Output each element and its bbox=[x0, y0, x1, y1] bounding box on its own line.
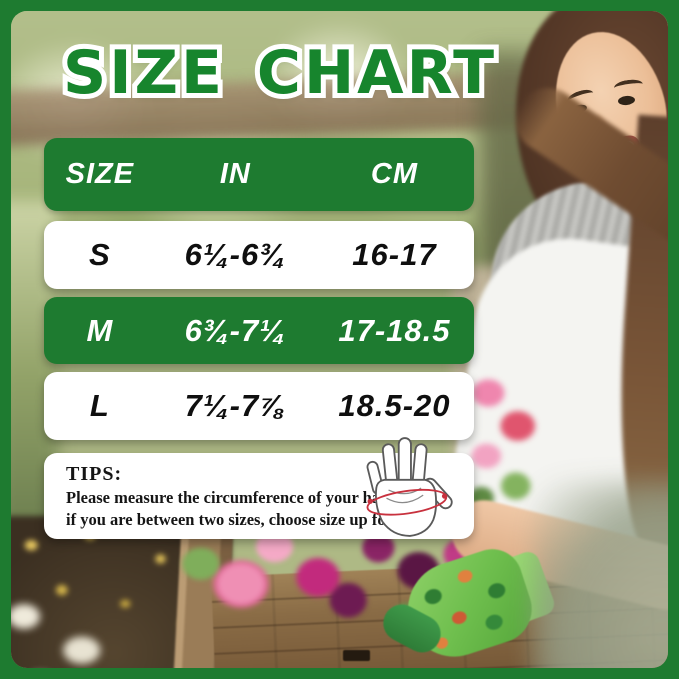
cell-cm: 17-18.5 bbox=[338, 312, 451, 348]
table-row-l: L 7¼-7⅞ 18.5-20 bbox=[44, 372, 474, 440]
cell-size: M bbox=[86, 312, 114, 348]
tips-label: TIPS: bbox=[66, 463, 123, 485]
header-in: IN bbox=[219, 158, 251, 190]
planter-slot bbox=[343, 650, 370, 661]
cell-cm: 18.5-20 bbox=[338, 388, 451, 423]
header-cm: CM bbox=[370, 158, 418, 190]
greenhouse-photo-background: SIZE CHART SIZE CHART SIZE IN CM S 6¼-6¾… bbox=[11, 11, 668, 668]
table-row-m: M 6¾-7¼ 17-18.5 bbox=[44, 297, 474, 364]
page-title: SIZE CHART SIZE CHART bbox=[58, 38, 499, 108]
tips-box: TIPS: Please measure the circumference o… bbox=[44, 437, 474, 539]
header-size: SIZE bbox=[65, 158, 135, 190]
cell-size: L bbox=[89, 388, 110, 423]
cell-in: 6¼-6¾ bbox=[184, 237, 287, 272]
tips-text-line2: if you are between two sizes, choose siz… bbox=[66, 510, 417, 529]
table-row-s: S 6¼-6¾ 16-17 bbox=[44, 221, 474, 289]
cell-in: 6¾-7¼ bbox=[184, 312, 287, 348]
hand-measure-icon bbox=[366, 437, 453, 537]
page-title-outline: SIZE CHART bbox=[58, 38, 499, 108]
cell-cm: 16-17 bbox=[352, 237, 437, 272]
cell-size: S bbox=[89, 237, 111, 272]
cell-in: 7¼-7⅞ bbox=[184, 388, 287, 423]
table-header-row: SIZE IN CM bbox=[44, 138, 474, 211]
page-title-text: SIZE CHART bbox=[63, 38, 498, 108]
tips-text-line1: Please measure the circumference of your… bbox=[66, 488, 409, 507]
size-chart-table: SIZE IN CM S 6¼-6¾ 16-17 M 6¾-7¼ 17-18.5… bbox=[44, 138, 474, 539]
white-flowers bbox=[11, 576, 156, 668]
foreground-haze bbox=[531, 481, 668, 668]
